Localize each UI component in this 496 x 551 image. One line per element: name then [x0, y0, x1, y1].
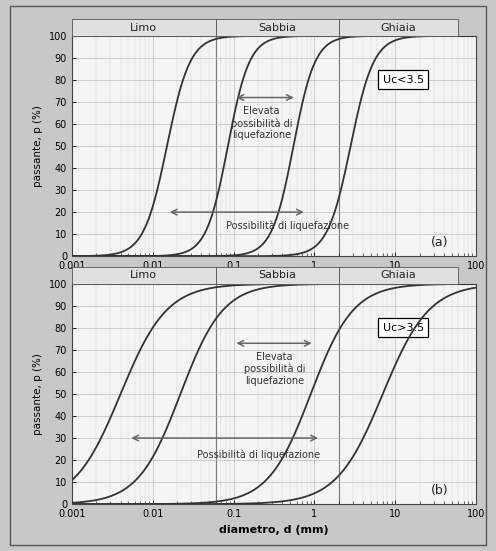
- Text: Sabbia: Sabbia: [258, 271, 296, 280]
- Text: Possibilità di liquefazione: Possibilità di liquefazione: [226, 221, 349, 231]
- Text: Limo: Limo: [130, 23, 157, 33]
- Y-axis label: passante, p (%): passante, p (%): [33, 105, 43, 187]
- Text: (a): (a): [431, 236, 448, 250]
- Text: Sabbia: Sabbia: [258, 23, 296, 33]
- Text: (b): (b): [431, 484, 448, 498]
- Text: Uc>3.5: Uc>3.5: [383, 323, 424, 333]
- Y-axis label: passante, p (%): passante, p (%): [33, 353, 43, 435]
- Text: Possibilità di liquefazione: Possibilità di liquefazione: [197, 449, 320, 460]
- X-axis label: diametro, d (mm): diametro, d (mm): [219, 525, 329, 534]
- Text: Elevata
possibilità di
liquefazione: Elevata possibilità di liquefazione: [231, 106, 292, 140]
- X-axis label: diametro, d (mm): diametro, d (mm): [219, 277, 329, 287]
- Text: Limo: Limo: [130, 271, 157, 280]
- Text: Ghiaia: Ghiaia: [380, 271, 416, 280]
- Text: Uc<3.5: Uc<3.5: [383, 75, 424, 85]
- Text: Elevata
possibilità di
liquefazione: Elevata possibilità di liquefazione: [244, 352, 305, 386]
- Text: Ghiaia: Ghiaia: [380, 23, 416, 33]
